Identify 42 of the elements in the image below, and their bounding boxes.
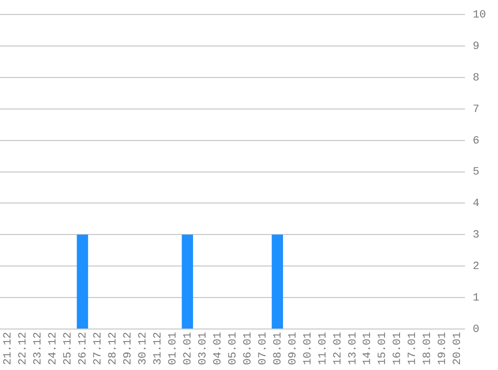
y-tick-label: 0 — [472, 324, 480, 336]
x-tick-label: 25.12 — [62, 332, 74, 366]
x-tick-label: 10.01 — [302, 332, 314, 366]
x-tick-label: 27.12 — [92, 332, 104, 366]
y-tick-label: 9 — [472, 40, 480, 53]
x-tick-label: 24.12 — [47, 332, 60, 366]
y-tick-label: 6 — [472, 135, 480, 148]
x-tick-label: 09.01 — [287, 332, 300, 366]
x-tick-label: 08.01 — [272, 332, 284, 366]
x-tick-label: 17.01 — [407, 332, 420, 366]
y-tick-label: 10 — [472, 10, 486, 22]
y-tick-label: 3 — [472, 230, 480, 242]
x-tick-label: 01.01 — [167, 332, 180, 366]
x-tick-label: 05.01 — [227, 332, 240, 366]
x-tick-label: 18.01 — [422, 332, 434, 366]
y-tick-label: 4 — [472, 198, 480, 210]
x-tick-label: 26.12 — [77, 332, 90, 366]
x-tick-label: 31.12 — [152, 332, 164, 366]
x-tick-label: 07.01 — [257, 332, 270, 366]
y-tick-label: 2 — [472, 261, 480, 274]
x-tick-label: 23.12 — [32, 332, 44, 366]
x-tick-label: 21.12 — [2, 332, 14, 366]
x-tick-label: 14.01 — [362, 332, 374, 366]
x-tick-label: 03.01 — [197, 332, 210, 366]
x-tick-label: 12.01 — [332, 332, 344, 366]
x-tick-label: 28.12 — [107, 332, 120, 366]
x-tick-label: 29.12 — [122, 332, 134, 366]
y-tick-label: 5 — [472, 166, 480, 179]
y-tick-label: 1 — [472, 292, 480, 304]
y-tick-label: 7 — [472, 104, 480, 116]
x-tick-label: 15.01 — [377, 332, 390, 366]
x-tick-label: 19.01 — [437, 332, 450, 366]
x-tick-label: 06.01 — [242, 332, 254, 366]
x-tick-label: 22.12 — [17, 332, 30, 366]
x-tick-label: 13.01 — [347, 332, 360, 366]
x-tick-label: 02.01 — [182, 332, 194, 366]
x-tick-label: 16.01 — [392, 332, 404, 366]
x-tick-label: 04.01 — [212, 332, 224, 366]
x-tick-label: 20.01 — [452, 332, 464, 366]
x-tick-label: 11.01 — [317, 332, 330, 366]
x-tick-label: 30.12 — [137, 332, 150, 366]
y-tick-label: 8 — [472, 72, 480, 84]
